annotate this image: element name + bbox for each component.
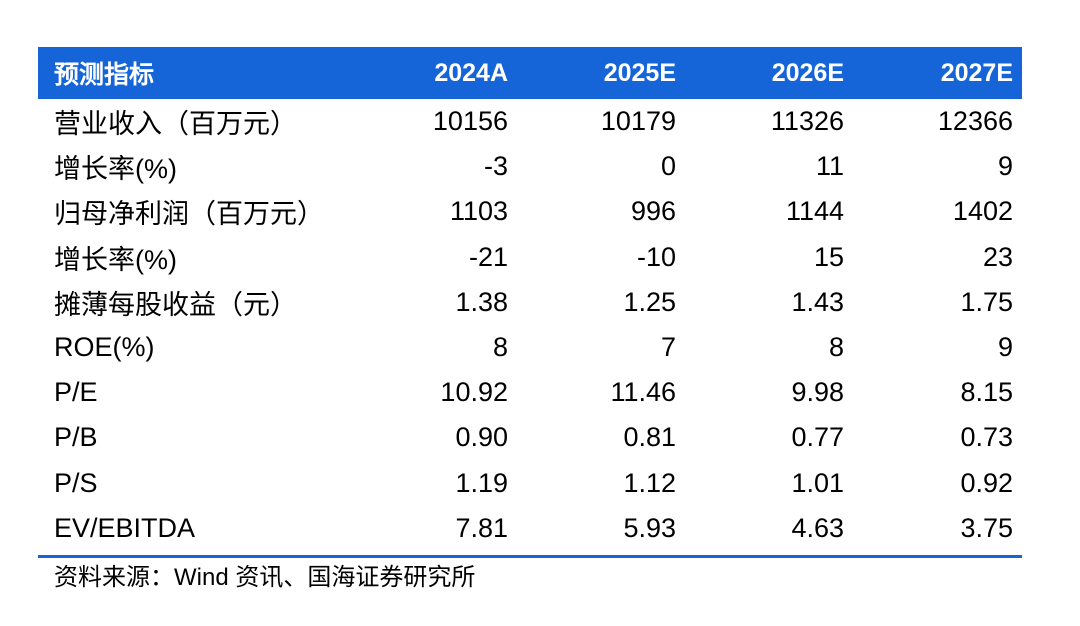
- row-label: 摊薄每股收益（元）: [54, 289, 297, 320]
- table-cell: 1.12: [623, 467, 676, 498]
- table-row: ROE(%) 8 7 8 9: [38, 325, 1022, 370]
- table-cell: 8: [828, 332, 844, 363]
- table-row: P/S 1.19 1.12 1.01 0.92: [38, 461, 1022, 506]
- header-year-2026e: 2026E: [771, 58, 844, 87]
- table-row: 增长率(%) -3 0 11 9: [38, 144, 1022, 189]
- table-cell: 23: [982, 241, 1013, 272]
- table-cell: 1402: [952, 196, 1013, 227]
- table-cell: 4.63: [791, 512, 844, 543]
- table-cell: 7: [660, 332, 676, 363]
- source-note: 资料来源：Wind 资讯、国海证券研究所: [54, 564, 476, 591]
- table-cell: 0.77: [791, 422, 844, 453]
- table-header-row: 预测指标 2024A 2025E 2026E 2027E: [38, 47, 1022, 99]
- table-cell: 1.19: [455, 467, 508, 498]
- table-cell: 11: [815, 151, 844, 182]
- table-cell: 11.46: [610, 377, 676, 408]
- table-cell: -10: [636, 241, 676, 272]
- table-cell: 9.98: [791, 377, 844, 408]
- table-cell: 7.81: [455, 512, 508, 543]
- table-cell: 1.25: [623, 286, 676, 317]
- table-cell: 0.81: [623, 422, 676, 453]
- table-cell: 1103: [449, 196, 508, 227]
- row-label: 增长率(%): [54, 244, 177, 275]
- table-cell: 1.75: [960, 286, 1013, 317]
- table-row: EV/EBITDA 7.81 5.93 4.63 3.75: [38, 506, 1022, 551]
- table-cell: 8.15: [960, 377, 1013, 408]
- table-row: 营业收入（百万元） 10156 10179 11326 12366: [38, 99, 1022, 144]
- table-cell: 996: [630, 196, 676, 227]
- table-cell: 0.92: [960, 467, 1013, 498]
- table-cell: 11326: [770, 106, 844, 137]
- row-label: 增长率(%): [54, 154, 177, 185]
- table-cell: 0.90: [455, 422, 508, 453]
- table-cell: 12366: [937, 106, 1013, 137]
- table-row: 归母净利润（百万元） 1103 996 1144 1402: [38, 189, 1022, 234]
- table-bottom-rule: [38, 554, 1022, 558]
- row-label: P/E: [54, 377, 98, 408]
- table-cell: 9: [997, 151, 1013, 182]
- header-year-2025e: 2025E: [603, 58, 676, 87]
- table-cell: 10179: [600, 106, 676, 137]
- row-label: P/B: [54, 422, 98, 453]
- table-cell: -3: [483, 151, 508, 182]
- header-label: 预测指标: [54, 61, 155, 89]
- table-row: P/E 10.92 11.46 9.98 8.15: [38, 370, 1022, 415]
- table-cell: 1.38: [455, 286, 508, 317]
- header-year-2024a: 2024A: [434, 58, 508, 87]
- table-cell: 10156: [432, 106, 508, 137]
- table-cell: 1.01: [791, 467, 844, 498]
- table-cell: -21: [468, 241, 508, 272]
- table-cell: 0.73: [960, 422, 1013, 453]
- row-label: ROE(%): [54, 332, 155, 363]
- table-cell: 9: [997, 332, 1013, 363]
- table-row: 摊薄每股收益（元） 1.38 1.25 1.43 1.75: [38, 280, 1022, 325]
- row-label: 归母净利润（百万元）: [54, 199, 324, 230]
- table-row: P/B 0.90 0.81 0.77 0.73: [38, 415, 1022, 460]
- row-label: P/S: [54, 467, 98, 498]
- table-cell: 0: [660, 151, 676, 182]
- row-label: 营业收入（百万元）: [54, 109, 297, 140]
- table-cell: 15: [813, 241, 844, 272]
- row-label: EV/EBITDA: [54, 512, 196, 543]
- forecast-table: 预测指标 2024A 2025E 2026E 2027E 营业收入（百万元） 1…: [38, 47, 1022, 558]
- table-cell: 1.43: [791, 286, 844, 317]
- table-cell: 10.92: [440, 377, 508, 408]
- table-cell: 1144: [785, 196, 844, 227]
- table-cell: 5.93: [623, 512, 676, 543]
- table-row: 增长率(%) -21 -10 15 23: [38, 235, 1022, 280]
- table-cell: 8: [492, 332, 508, 363]
- header-year-2027e: 2027E: [940, 58, 1013, 87]
- table-cell: 3.75: [960, 512, 1013, 543]
